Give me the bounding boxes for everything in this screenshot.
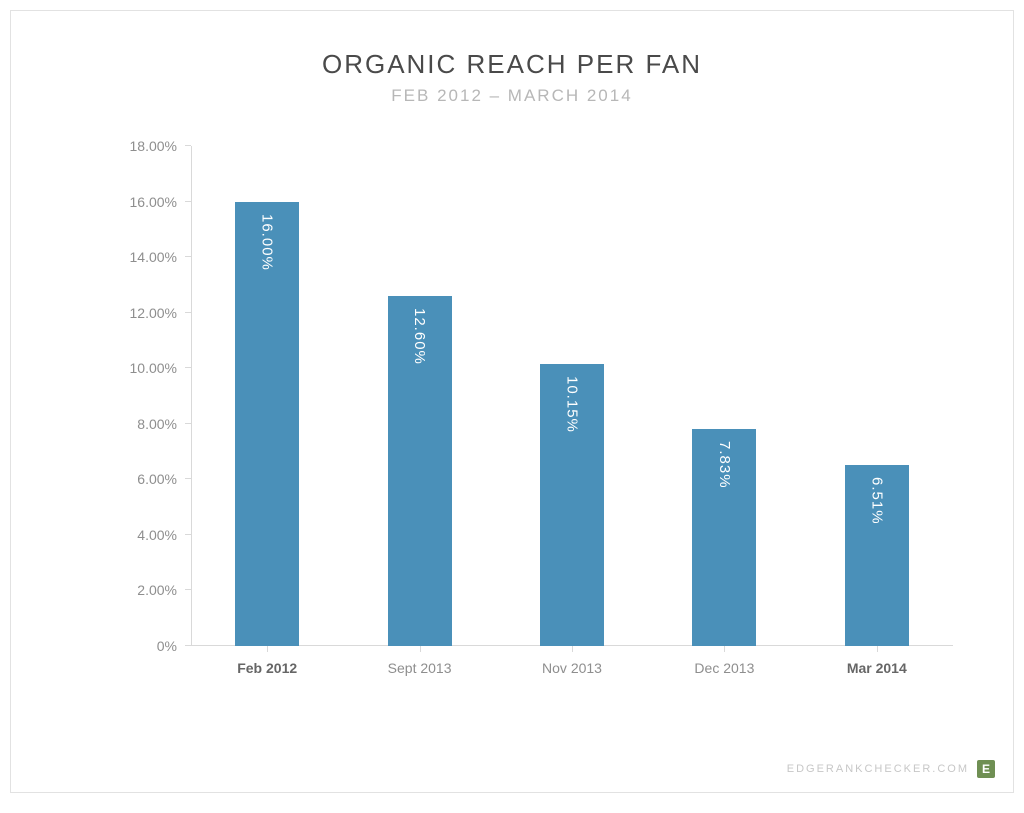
y-tick-mark xyxy=(185,478,191,479)
x-tick-label: Feb 2012 xyxy=(237,646,297,676)
y-tick-label: 8.00% xyxy=(137,416,191,432)
bar-value-label: 16.00% xyxy=(259,214,276,271)
chart-subtitle: FEB 2012 – MARCH 2014 xyxy=(51,86,973,106)
chart-bar: 7.83% xyxy=(692,429,756,647)
chart-card: ORGANIC REACH PER FAN FEB 2012 – MARCH 2… xyxy=(10,10,1014,793)
y-tick-label: 10.00% xyxy=(130,360,191,376)
x-tick-label: Mar 2014 xyxy=(847,646,907,676)
chart-grid-area: 16.00%12.60%10.15%7.83%6.51% 0%2.00%4.00… xyxy=(191,146,953,646)
x-tick-label: Dec 2013 xyxy=(694,646,754,676)
bar-value-label: 7.83% xyxy=(716,441,733,489)
chart-title: ORGANIC REACH PER FAN xyxy=(51,49,973,80)
y-tick-label: 18.00% xyxy=(130,138,191,154)
chart-bar: 12.60% xyxy=(388,296,452,646)
y-tick-mark xyxy=(185,645,191,646)
chart-bar: 16.00% xyxy=(235,202,299,646)
chart-bars: 16.00% 12.60% 10.15% 7.83% 6.51% xyxy=(191,146,953,646)
y-tick-mark xyxy=(185,367,191,368)
bar-value-label: 6.51% xyxy=(868,477,885,525)
y-tick-label: 6.00% xyxy=(137,471,191,487)
y-tick-mark xyxy=(185,145,191,146)
y-tick-mark xyxy=(185,312,191,313)
footer-logo-badge: E xyxy=(977,760,995,778)
y-tick-label: 2.00% xyxy=(137,582,191,598)
y-tick-label: 4.00% xyxy=(137,527,191,543)
chart-plot: 16.00% 12.60% 10.15% 7.83% 6.51% 0% 2.00% 4.00… xyxy=(111,146,953,686)
y-tick-label: 14.00% xyxy=(130,249,191,265)
chart-bar: 6.51% xyxy=(845,465,909,646)
y-tick-mark xyxy=(185,589,191,590)
y-tick-label: 16.00% xyxy=(130,194,191,210)
y-tick-mark xyxy=(185,534,191,535)
bar-value-label: 10.15% xyxy=(563,376,580,433)
y-tick-mark xyxy=(185,201,191,202)
bar-value-label: 12.60% xyxy=(411,308,428,365)
footer-source-text: EDGERANKCHECKER.COM xyxy=(787,763,969,775)
x-tick-label: Sept 2013 xyxy=(388,646,452,676)
y-tick-label: 0% xyxy=(157,638,191,654)
y-tick-mark xyxy=(185,256,191,257)
chart-bar: 10.15% xyxy=(540,364,604,646)
chart-footer: EDGERANKCHECKER.COM E xyxy=(787,760,995,778)
y-tick-mark xyxy=(185,423,191,424)
x-tick-label: Nov 2013 xyxy=(542,646,602,676)
y-tick-label: 12.00% xyxy=(130,305,191,321)
